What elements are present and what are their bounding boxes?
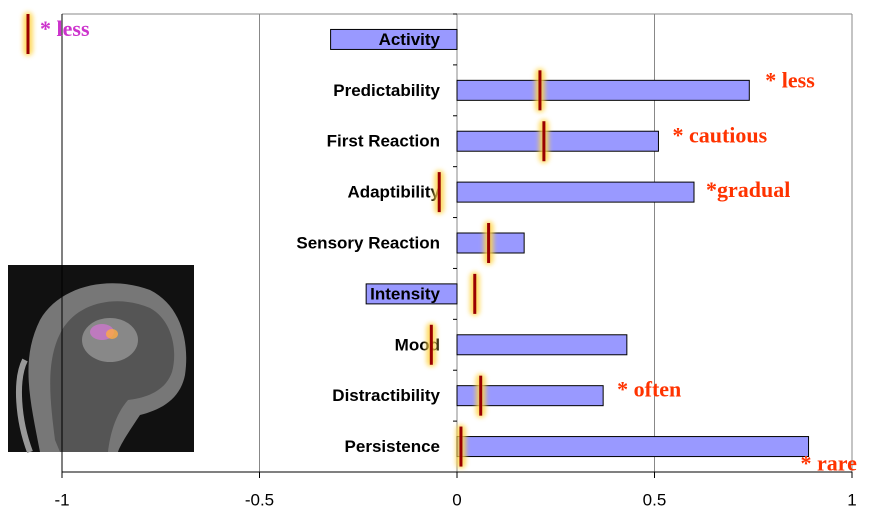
x-tick-label: 0.5 xyxy=(643,490,667,509)
category-label: Intensity xyxy=(370,284,440,303)
category-label: Adaptibility xyxy=(347,183,440,202)
bar xyxy=(457,437,809,457)
annotation: * rare xyxy=(801,451,858,476)
annotation: * less xyxy=(765,67,815,92)
annotation: * cautious xyxy=(672,122,767,147)
x-tick-label: -0.5 xyxy=(245,490,274,509)
bar xyxy=(457,131,658,151)
category-label: Sensory Reaction xyxy=(296,233,440,252)
x-tick-label: -1 xyxy=(54,490,69,509)
bar xyxy=(457,335,627,355)
annotation: * often xyxy=(617,377,681,402)
chart: -1 -0.5 0 0.5 1 Activity Predictability First R… xyxy=(0,0,893,522)
bar xyxy=(457,182,694,202)
x-tick-label: 0 xyxy=(452,490,461,509)
brain-image xyxy=(8,265,194,452)
legend-label: * less xyxy=(40,16,90,41)
annotation: *gradual xyxy=(706,177,790,202)
bar xyxy=(457,80,749,100)
x-tick-label: 1 xyxy=(847,490,856,509)
category-label: Distractibility xyxy=(332,386,440,405)
category-label: Activity xyxy=(379,30,441,49)
category-label: Predictability xyxy=(333,81,440,100)
category-label: First Reaction xyxy=(327,132,440,151)
category-label: Persistence xyxy=(345,437,440,456)
